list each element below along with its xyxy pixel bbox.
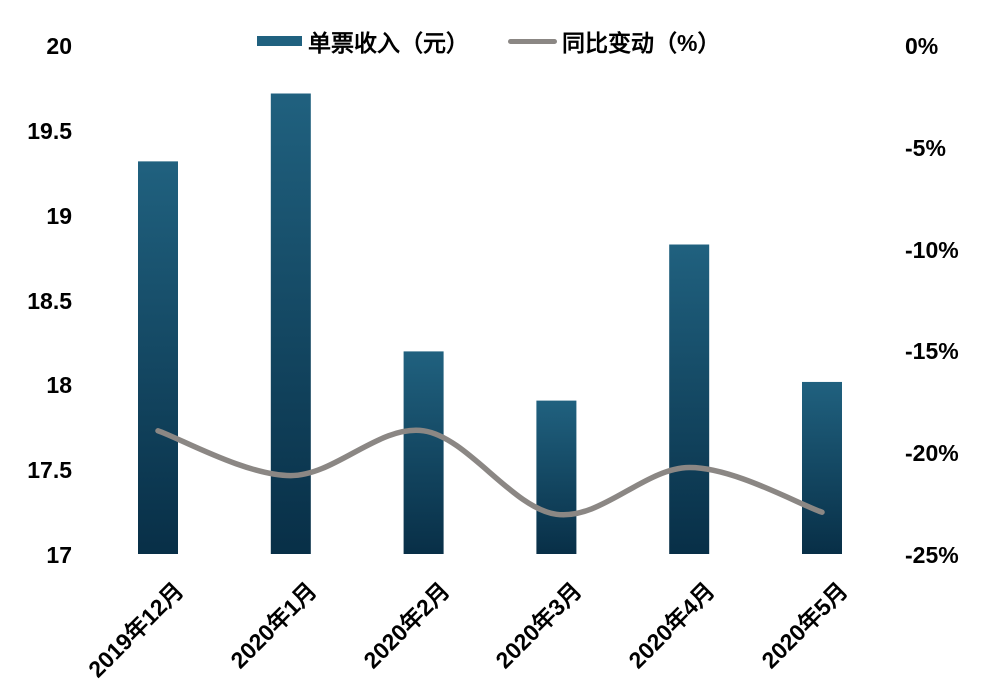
bar [669, 244, 710, 554]
legend-item-bar-series[interactable]: 单票收入（元） [257, 24, 469, 58]
legend-label-bar-series: 单票收入（元） [308, 30, 469, 56]
left-axis-tick: 18.5 [27, 287, 72, 314]
right-axis-tick: 0% [905, 33, 939, 59]
line-series-swatch-icon [508, 38, 557, 44]
right-axis-tick: -5% [905, 134, 946, 161]
left-axis-tick: 17 [46, 542, 72, 568]
bar-series [138, 93, 842, 555]
right-axis-tick: -15% [905, 338, 959, 365]
right-axis-tick: -10% [905, 236, 959, 263]
legend-label-line-series: 同比变动（%） [562, 30, 721, 56]
left-axis-tick: 19.5 [27, 117, 72, 144]
left-axis-tick: 19 [46, 202, 72, 229]
bar [270, 93, 311, 555]
left-axis-tick: 18 [46, 372, 72, 399]
bar-series-swatch-icon [257, 36, 302, 46]
bar [138, 161, 178, 554]
line-series [155, 427, 825, 518]
bar [536, 400, 577, 554]
right-axis-tick: -20% [905, 440, 959, 467]
legend: 单票收入（元） 同比变动（%） [0, 0, 998, 60]
legend-item-line-series[interactable]: 同比变动（%） [508, 24, 720, 58]
left-axis-tick: 17.5 [27, 457, 72, 484]
bar [403, 351, 444, 554]
left-axis-tick: 20 [46, 33, 72, 59]
right-axis-tick: -25% [905, 542, 959, 568]
bar [802, 381, 842, 554]
